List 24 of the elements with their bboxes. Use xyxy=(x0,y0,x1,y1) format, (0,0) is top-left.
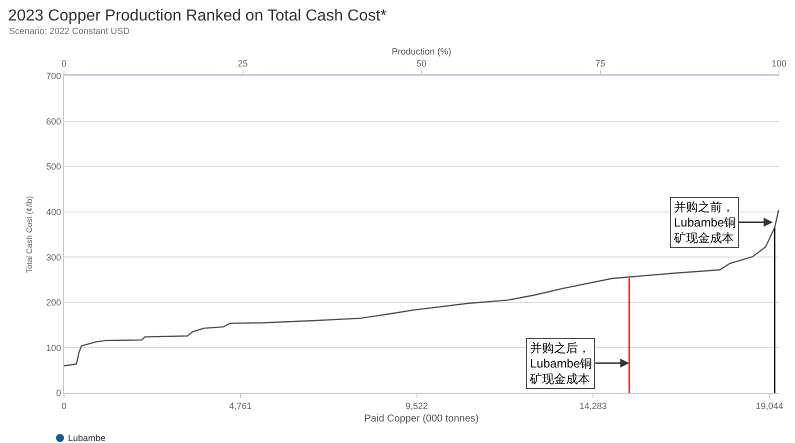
chart-subtitle: Scenario: 2022 Constant USD xyxy=(9,26,130,36)
x2-tick-label: 100 xyxy=(771,58,787,68)
y-tick-label: 300 xyxy=(46,252,62,262)
x-axis-title: Paid Copper (000 tonnes) xyxy=(364,413,479,424)
x2-axis-title: Production (%) xyxy=(392,46,452,56)
x-tick-label: 14,283 xyxy=(579,400,607,411)
annotation: 并购之后，Lubambe铜矿现金成本 xyxy=(529,341,592,386)
text: Lubambe xyxy=(68,433,106,443)
y-tick-label: 400 xyxy=(46,207,62,218)
x-tick-label: 19,044 xyxy=(756,400,784,411)
y-tick-label: 0 xyxy=(56,388,62,398)
x2-tick-label: 50 xyxy=(416,58,427,68)
y-tick-label: 600 xyxy=(46,116,62,126)
annotation: 并购之前，Lubambe铜矿现金成本 xyxy=(673,200,736,246)
y-tick-label: 100 xyxy=(46,342,62,353)
y-tick-label: 700 xyxy=(46,71,62,82)
chart-title: 2023 Copper Production Ranked on Total Cash Cost* xyxy=(8,8,387,25)
x2-tick-label: 25 xyxy=(238,58,248,68)
y-axis-title: Total Cash Cost (¢/lb) xyxy=(24,196,34,273)
x-tick-label: 9,522 xyxy=(405,400,428,411)
y-tick-label: 500 xyxy=(46,162,62,172)
y-tick-label: 200 xyxy=(46,298,62,308)
x-tick-label: 4,761 xyxy=(229,400,252,411)
x2-tick-label: 75 xyxy=(595,58,606,68)
